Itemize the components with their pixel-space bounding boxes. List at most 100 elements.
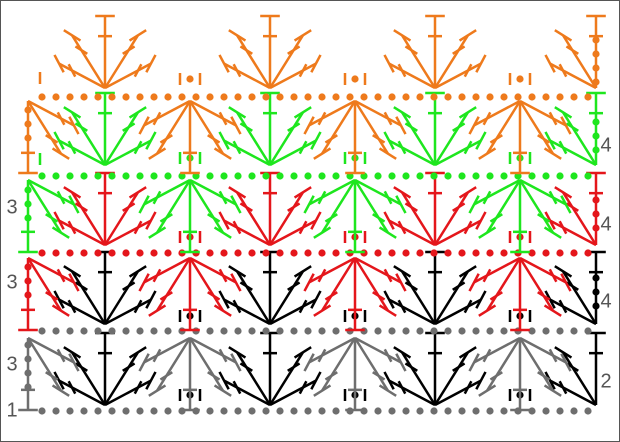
chain (486, 172, 494, 180)
stitch (354, 336, 402, 364)
chain (388, 327, 396, 335)
top-bar (544, 290, 556, 309)
cross (317, 348, 327, 363)
top-bar (468, 273, 480, 292)
chain (136, 407, 144, 415)
chain (52, 407, 60, 415)
stitch (518, 179, 554, 234)
cross (298, 380, 308, 395)
stitch (269, 62, 317, 90)
cross (122, 281, 136, 291)
chain (248, 327, 256, 335)
top-bar (53, 290, 65, 309)
top-bar (458, 186, 477, 199)
stitch-symbols (18, 14, 606, 415)
stitch (401, 111, 437, 166)
top-bar (395, 195, 407, 214)
chain (374, 249, 382, 257)
chain (38, 172, 46, 180)
chain (402, 407, 410, 415)
stitch (268, 111, 304, 166)
cross (397, 299, 407, 314)
chain (542, 407, 550, 415)
top-bar (51, 384, 70, 397)
cross (133, 140, 143, 155)
chain (486, 407, 494, 415)
top-bar (293, 265, 312, 278)
cross (67, 380, 77, 395)
chain (332, 407, 340, 415)
stitch (27, 99, 75, 127)
cross (324, 134, 338, 144)
stitch (308, 336, 356, 364)
chain (374, 93, 382, 101)
top-bar (128, 346, 147, 359)
chain (514, 93, 522, 101)
top-bar (148, 147, 167, 160)
stitch (236, 34, 272, 89)
top-bar (458, 346, 477, 359)
chain (164, 249, 172, 257)
cross (74, 362, 88, 372)
chain (528, 327, 536, 335)
cross (218, 268, 228, 283)
cross (74, 122, 88, 132)
stitch (562, 270, 598, 325)
chain (402, 93, 410, 101)
cross (287, 122, 301, 132)
chain (108, 407, 116, 415)
top-bar (395, 273, 407, 292)
chain (276, 172, 284, 180)
chain (136, 172, 144, 180)
cross (463, 140, 473, 155)
cross (383, 111, 393, 126)
stitch (189, 99, 237, 127)
top-bar (53, 131, 65, 150)
top-bar (383, 290, 395, 309)
chain (248, 172, 256, 180)
chain (220, 407, 228, 415)
top-bar (213, 147, 232, 160)
stitch (143, 99, 191, 127)
chain (542, 249, 550, 257)
stitch (104, 219, 152, 247)
stitch (223, 298, 271, 326)
stitch (27, 256, 75, 284)
top-bar (478, 147, 497, 160)
cross (122, 362, 136, 372)
chain (542, 327, 550, 335)
top-bar (303, 116, 315, 135)
cross (482, 190, 492, 205)
chain (570, 327, 578, 335)
top-bar (554, 106, 573, 119)
top-bar (475, 54, 487, 73)
top-bar (218, 131, 230, 150)
cross (232, 299, 242, 314)
stitch (519, 336, 567, 364)
chain (150, 249, 158, 257)
stitch (562, 34, 598, 89)
stitch (223, 139, 271, 167)
stitch (223, 219, 271, 247)
stitch (236, 351, 272, 406)
stitch (433, 351, 469, 406)
top-bar (148, 384, 167, 397)
chain (430, 93, 438, 101)
chain (592, 196, 600, 204)
cross (298, 220, 308, 235)
top-bar (554, 265, 573, 278)
chain (458, 327, 466, 335)
cross (548, 268, 558, 283)
top-bar (68, 273, 80, 292)
chain (38, 327, 46, 335)
top-bar (478, 384, 497, 397)
top-bar (383, 211, 395, 230)
stitch (188, 337, 224, 392)
top-bar (303, 273, 315, 292)
top-bar (218, 290, 230, 309)
stitch (353, 257, 389, 312)
top-bar (310, 371, 322, 390)
chain (276, 249, 284, 257)
chain (304, 407, 312, 415)
stitch (549, 62, 597, 90)
